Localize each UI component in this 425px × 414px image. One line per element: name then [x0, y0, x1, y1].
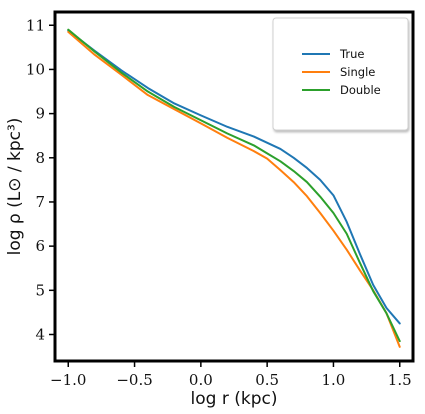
plot-frame [53, 10, 415, 363]
legend-label-true: True [339, 47, 364, 61]
series-line-double [67, 28, 401, 343]
x-tick-label: −1.0 [50, 371, 86, 389]
legend-label-single: Single [340, 65, 375, 79]
y-tick-label: 8 [35, 149, 45, 167]
x-tick-label: 0.0 [189, 371, 213, 389]
y-axis-label: log ρ (L⊙ / kpc³) [5, 118, 25, 256]
legend-label-double: Double [340, 83, 381, 97]
x-tick-label: −0.5 [116, 371, 152, 389]
y-tick-label: 11 [26, 16, 45, 34]
x-axis-label: log r (kpc) [191, 389, 278, 409]
y-tick-label: 9 [35, 105, 45, 123]
y-tick-label: 6 [35, 237, 45, 255]
legend-box [272, 17, 409, 131]
ticks-layer: −1.0 −0.5 0.0 0.5 1.0 1.5 4 5 6 7 8 9 10 11 [26, 16, 412, 389]
x-tick-label: 1.0 [322, 371, 346, 389]
y-tick-label: 10 [26, 60, 45, 78]
series-line-true [67, 29, 401, 325]
x-tick-label: 1.5 [388, 371, 412, 389]
y-tick-label: 7 [35, 193, 45, 211]
legend: True Single Double [272, 17, 409, 131]
series-layer [67, 28, 401, 348]
x-tick-label: 0.5 [255, 371, 279, 389]
y-tick-label: 4 [35, 325, 45, 343]
y-tick-label: 5 [35, 281, 45, 299]
series-line-single [67, 30, 401, 348]
